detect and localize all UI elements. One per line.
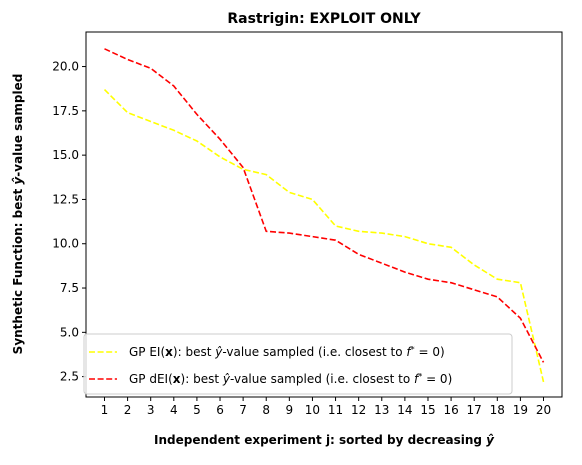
- legend: GP EI(x): best ŷ-value sampled (i.e. clo…: [83, 333, 513, 395]
- x-tick-label: 18: [490, 403, 505, 417]
- x-tick-label: 1: [101, 403, 109, 417]
- legend-label-1: GP EI(x): best ŷ-value sampled (i.e. clo…: [129, 345, 445, 360]
- x-tick-label: 16: [443, 403, 458, 417]
- x-tick-label: 5: [193, 403, 201, 417]
- x-axis: 1 2 3 4 5 6 7 8 9 10 11 12 13 14 15 16 17 18 19 20: [101, 397, 551, 417]
- series-line-2: [104, 48, 545, 363]
- y-tick-label: 10.0: [52, 237, 79, 251]
- x-tick-label: 14: [397, 403, 412, 417]
- legend-box: [83, 333, 513, 395]
- y-axis: 2.5 5.0 7.5 10.0 12.5 15.0 17.5 20.0: [52, 60, 86, 384]
- x-tick-label: 8: [262, 403, 270, 417]
- y-tick-label: 7.5: [60, 281, 79, 295]
- series-group: [103, 48, 545, 383]
- series-line-1: [103, 89, 545, 383]
- x-tick-label: 2: [124, 403, 132, 417]
- x-tick-label: 19: [513, 403, 528, 417]
- x-tick-label: 20: [536, 403, 551, 417]
- x-tick-label: 9: [286, 403, 294, 417]
- x-tick-label: 6: [216, 403, 224, 417]
- x-tick-label: 7: [239, 403, 247, 417]
- x-tick-label: 13: [374, 403, 389, 417]
- y-tick-label: 17.5: [52, 104, 79, 118]
- y-tick-label: 20.0: [52, 60, 79, 74]
- y-tick-label: 5.0: [60, 325, 79, 339]
- y-axis-title: Synthetic Function: best ŷ-value sampled: [11, 74, 25, 355]
- y-tick-label: 15.0: [52, 148, 79, 162]
- y-tick-label: 2.5: [60, 370, 79, 384]
- x-tick-label: 12: [351, 403, 366, 417]
- plot-area: [85, 31, 563, 398]
- chart-title: Rastrigin: EXPLOIT ONLY: [227, 11, 421, 27]
- x-tick-label: 4: [170, 403, 178, 417]
- x-tick-label: 3: [147, 403, 155, 417]
- x-tick-label: 17: [467, 403, 482, 417]
- y-tick-label: 12.5: [52, 192, 79, 206]
- x-tick-label: 10: [305, 403, 320, 417]
- x-tick-label: 15: [420, 403, 435, 417]
- legend-label-2: GP dEI(x): best ŷ-value sampled (i.e. cl…: [129, 372, 452, 387]
- x-axis-title: Independent experiment j: sorted by decr…: [154, 433, 495, 447]
- x-tick-label: 11: [328, 403, 343, 417]
